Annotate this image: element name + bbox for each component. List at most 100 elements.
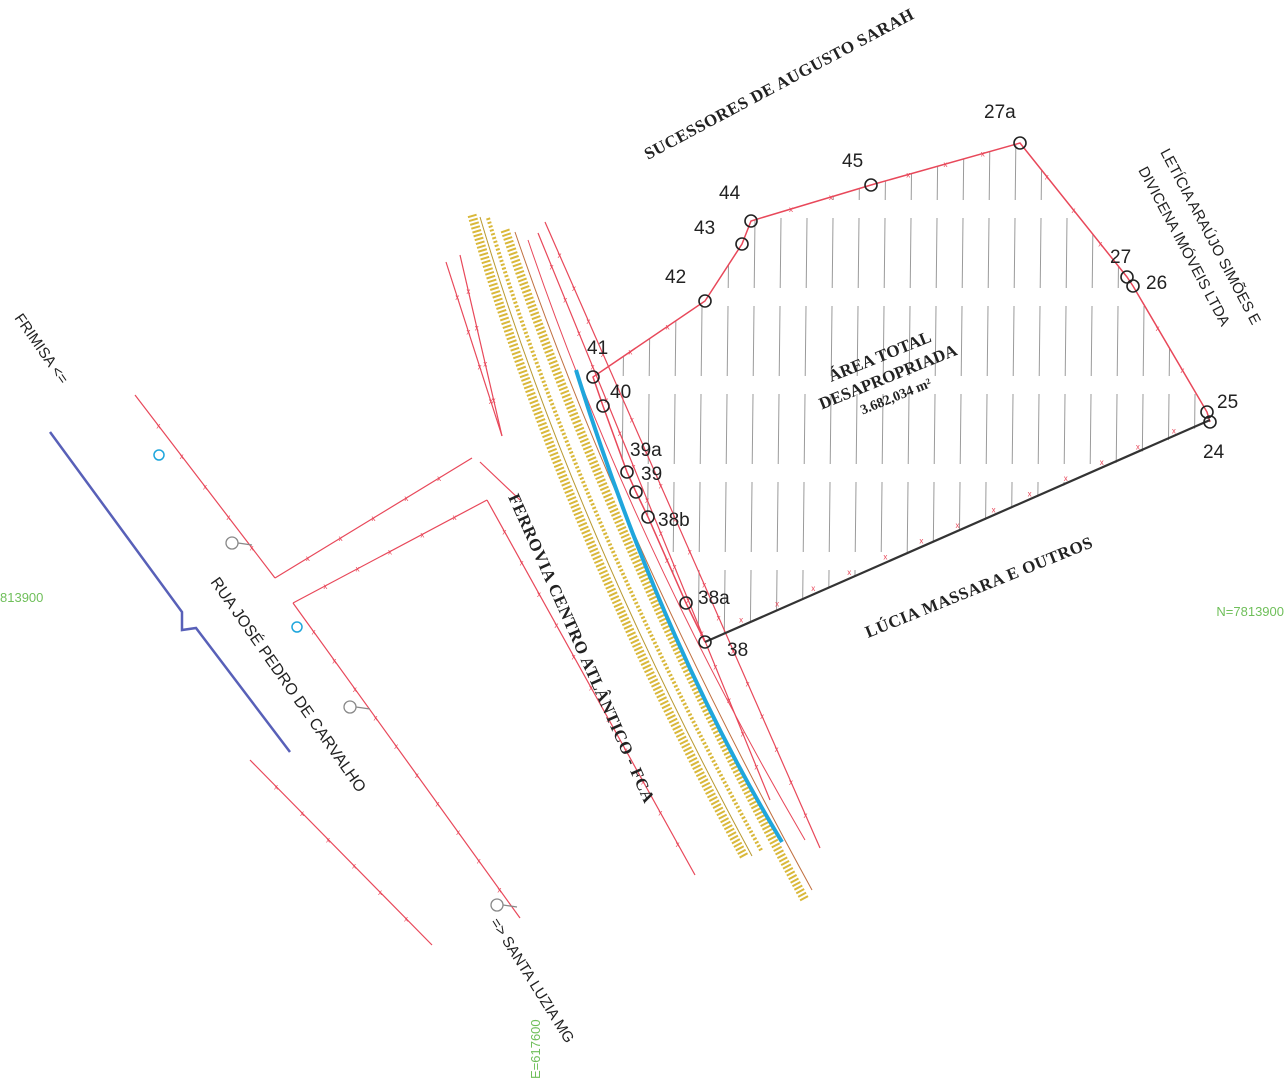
svg-text:x: x: [992, 505, 996, 514]
south-boundary-line: [705, 420, 1210, 642]
svg-text:x: x: [944, 160, 948, 169]
vertex-27-label: 27: [1110, 247, 1131, 268]
svg-text:x: x: [475, 323, 479, 332]
svg-text:x: x: [760, 712, 764, 721]
well-icon: [292, 622, 302, 632]
svg-text:x: x: [466, 287, 470, 296]
svg-text:x: x: [356, 565, 360, 574]
svg-text:x: x: [453, 513, 457, 522]
svg-text:x: x: [489, 397, 493, 406]
vertex-43-label: 43: [694, 218, 715, 239]
svg-text:x: x: [1098, 240, 1102, 249]
svg-text:x: x: [437, 474, 441, 483]
svg-text:x: x: [746, 679, 750, 688]
svg-text:x: x: [520, 559, 524, 568]
well-icon: [154, 450, 164, 460]
svg-text:x: x: [502, 527, 506, 536]
svg-text:x: x: [775, 600, 779, 609]
svg-text:x: x: [557, 251, 561, 260]
svg-text:x: x: [339, 534, 343, 543]
svg-text:x: x: [456, 828, 460, 837]
svg-text:x: x: [717, 613, 721, 622]
svg-text:x: x: [323, 582, 327, 591]
svg-text:x: x: [312, 628, 316, 637]
vertex-39a-label: 39a: [630, 440, 662, 461]
svg-text:x: x: [404, 494, 408, 503]
pole-icon: [344, 701, 356, 713]
svg-text:x: x: [775, 745, 779, 754]
vertex-25-label: 25: [1217, 392, 1238, 413]
svg-text:x: x: [906, 171, 910, 180]
svg-text:x: x: [572, 284, 576, 293]
vertex-39-label: 39: [641, 464, 662, 485]
svg-text:x: x: [378, 888, 382, 897]
vertex-38-label: 38: [727, 640, 748, 661]
svg-text:x: x: [586, 317, 590, 326]
svg-text:x: x: [466, 328, 470, 337]
direction-north-label: FRIMISA <=: [11, 311, 72, 388]
svg-text:x: x: [352, 862, 356, 871]
svg-text:x: x: [829, 193, 833, 202]
svg-text:x: x: [1072, 206, 1076, 215]
vertex-41-label: 41: [587, 338, 608, 359]
svg-text:x: x: [618, 429, 622, 438]
vertex-27a-label: 27a: [984, 102, 1016, 123]
vertex-45-label: 45: [842, 151, 863, 172]
svg-text:x: x: [883, 552, 887, 561]
vertex-26-label: 26: [1146, 273, 1167, 294]
svg-text:x: x: [665, 556, 669, 565]
coord-north-left: 813900: [0, 590, 43, 605]
svg-text:x: x: [478, 362, 482, 371]
svg-text:x: x: [672, 563, 676, 572]
svg-text:x: x: [563, 296, 567, 305]
vertex-38b-label: 38b: [658, 510, 690, 531]
svg-text:x: x: [577, 329, 581, 338]
pole-icon: [491, 899, 503, 911]
vertex-44-label: 44: [719, 183, 741, 204]
owner-north-label: SUCESSORES DE AUGUSTO SARAH: [641, 5, 917, 164]
svg-text:x: x: [645, 496, 649, 505]
pole-icon: [226, 537, 238, 549]
svg-text:x: x: [591, 362, 595, 371]
svg-text:x: x: [332, 656, 336, 665]
svg-text:x: x: [919, 537, 923, 546]
vertex-42-label: 42: [665, 267, 686, 288]
svg-text:x: x: [739, 615, 743, 624]
fence-lines: x x x x x x x x x x x x x x x x x x x x x x x x x x x x x x x x x x x x x x x x…: [135, 222, 820, 945]
svg-text:x: x: [404, 915, 408, 924]
svg-text:x: x: [1064, 474, 1068, 483]
svg-text:x: x: [713, 663, 717, 672]
svg-text:x: x: [1045, 173, 1049, 182]
svg-text:x: x: [789, 205, 793, 214]
svg-text:x: x: [306, 554, 310, 563]
svg-text:x: x: [226, 513, 230, 522]
svg-text:x: x: [372, 514, 376, 523]
svg-text:x: x: [1028, 490, 1032, 499]
svg-text:x: x: [550, 262, 554, 271]
svg-text:x: x: [754, 763, 758, 772]
svg-text:x: x: [537, 590, 541, 599]
vertex-40-label: 40: [610, 382, 631, 403]
svg-text:x: x: [554, 621, 558, 630]
svg-text:x: x: [483, 360, 487, 369]
street-edge-line: [50, 432, 290, 752]
svg-text:x: x: [156, 422, 160, 431]
vertex-38a-label: 38a: [698, 588, 730, 609]
svg-text:x: x: [455, 293, 459, 302]
svg-text:x: x: [477, 857, 481, 866]
svg-text:x: x: [676, 840, 680, 849]
svg-text:x: x: [956, 521, 960, 530]
svg-text:x: x: [203, 483, 207, 492]
svg-text:x: x: [388, 548, 392, 557]
svg-text:x: x: [497, 885, 501, 894]
svg-text:x: x: [981, 150, 985, 159]
svg-text:x: x: [666, 322, 670, 331]
svg-text:x: x: [789, 778, 793, 787]
svg-text:x: x: [811, 584, 815, 593]
svg-text:x: x: [326, 835, 330, 844]
svg-text:x: x: [394, 742, 398, 751]
svg-text:x: x: [630, 416, 634, 425]
svg-text:x: x: [274, 782, 278, 791]
